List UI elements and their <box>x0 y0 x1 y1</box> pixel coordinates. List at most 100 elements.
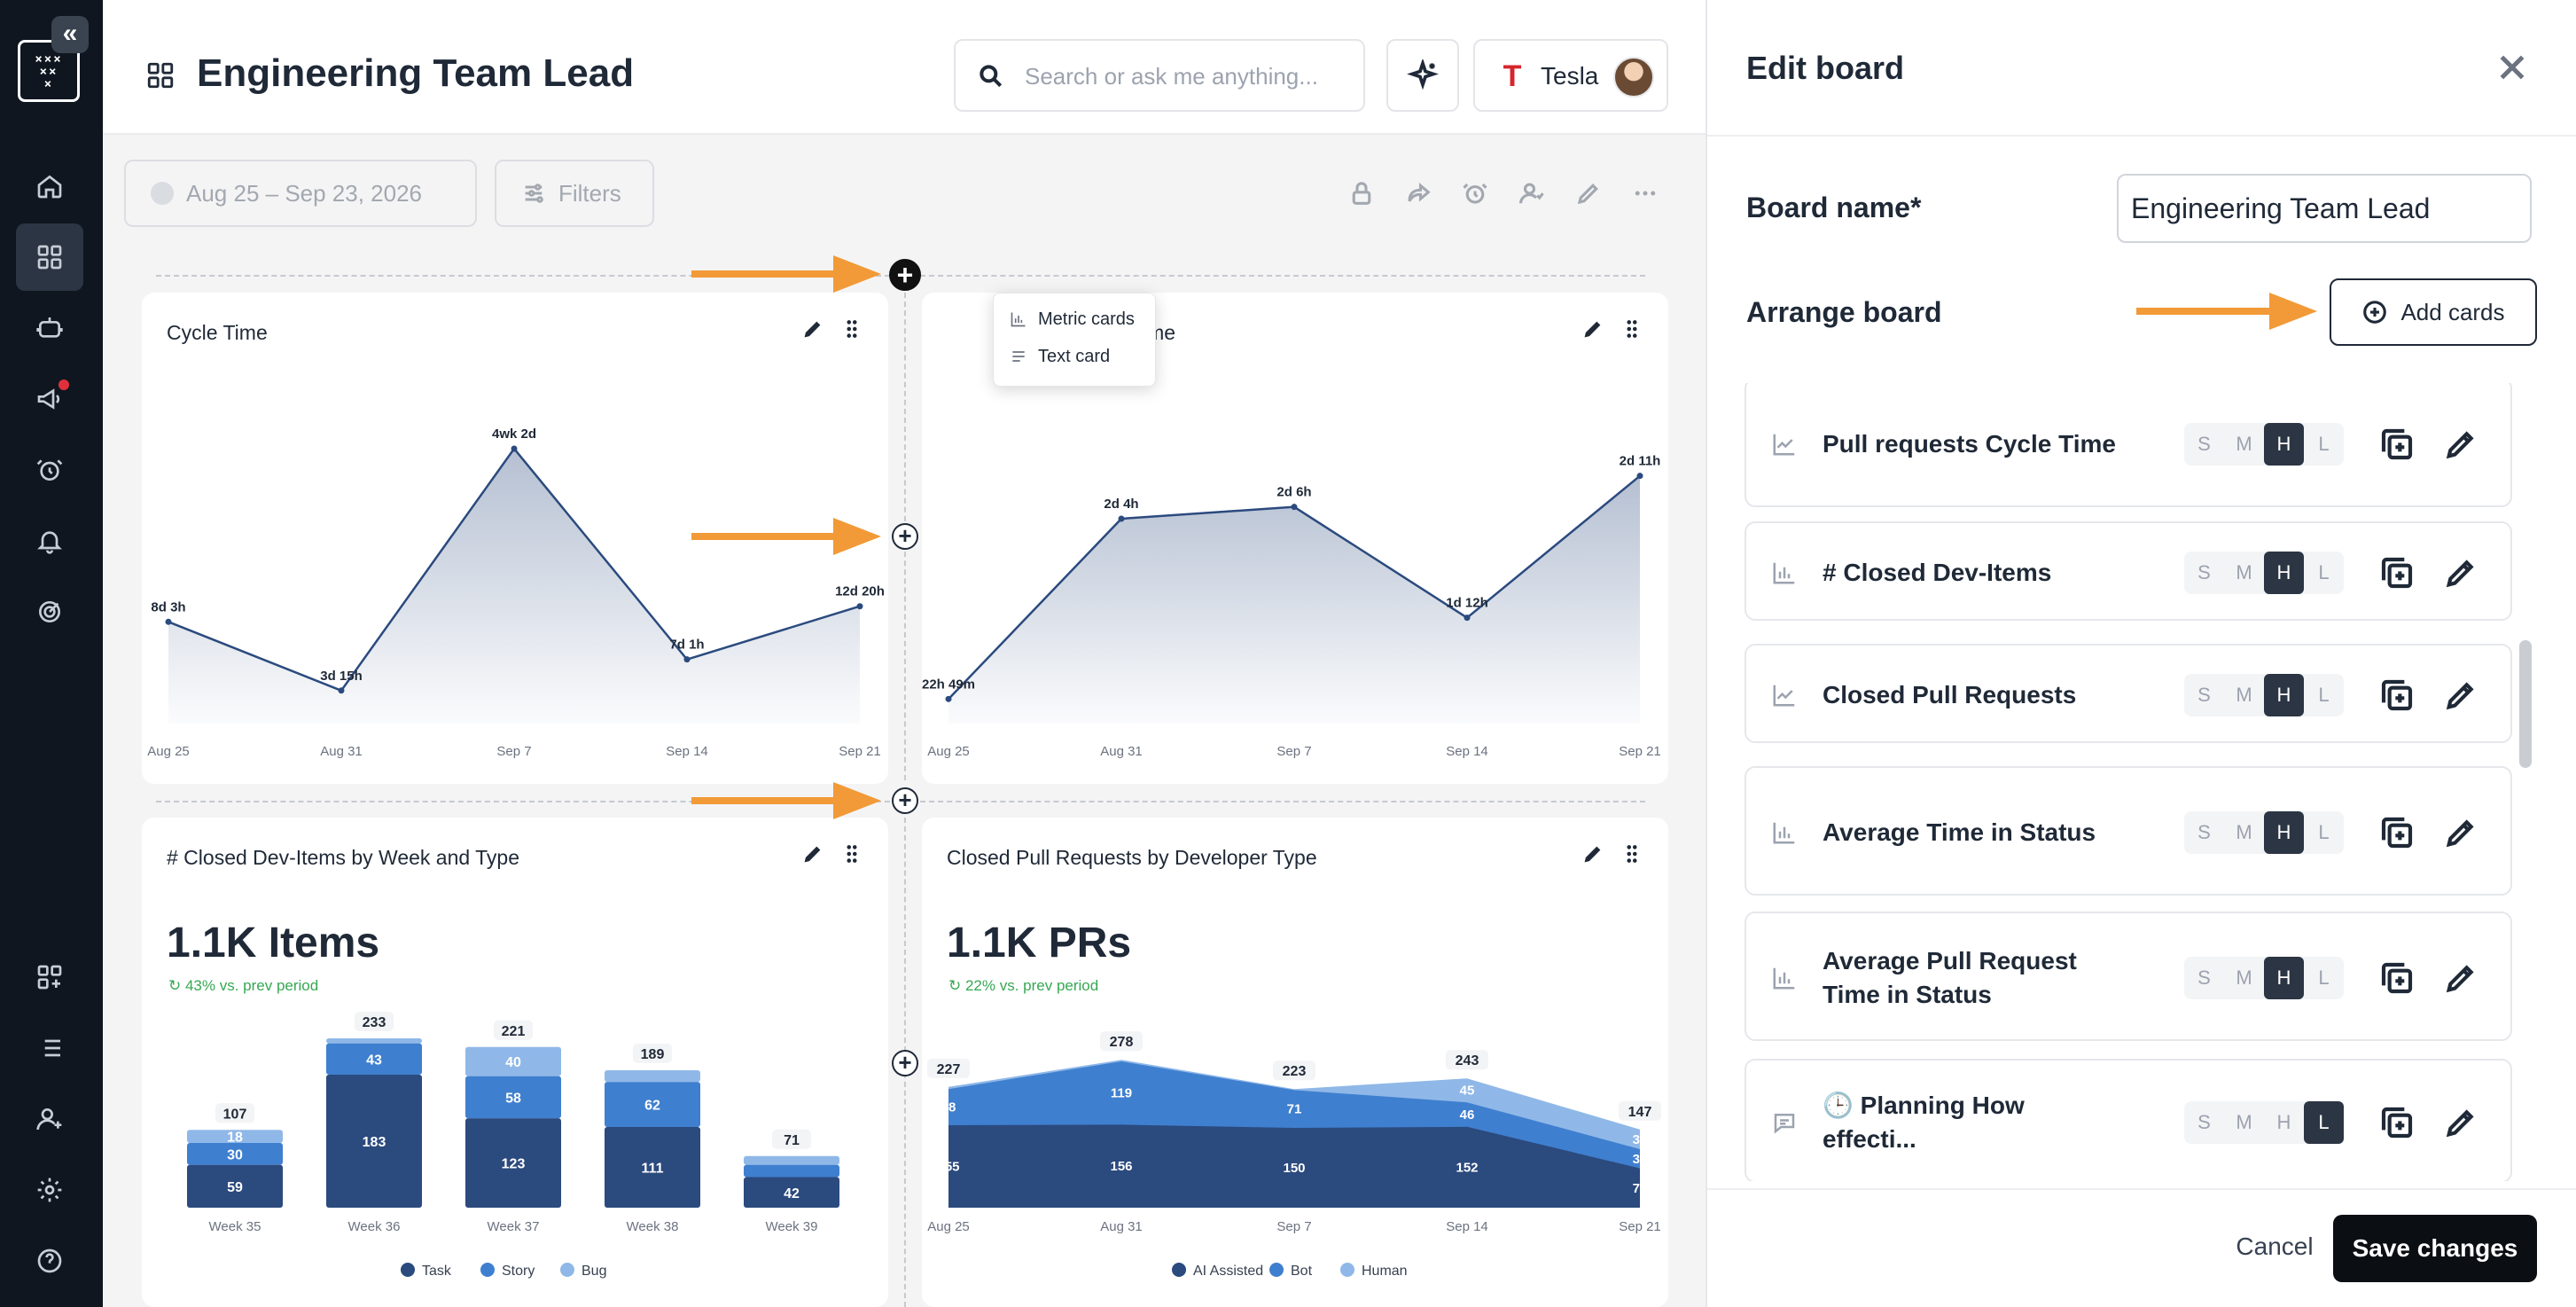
add-widget-icon[interactable] <box>16 943 83 1011</box>
arrange-card-item[interactable]: 🕒 Planning How effecti... S M H L <box>1745 1059 2512 1181</box>
drag-handle-icon[interactable] <box>1620 317 1643 340</box>
announcements-icon[interactable] <box>16 365 83 433</box>
menu-item-metric-cards[interactable]: Metric cards <box>1010 306 1135 333</box>
duplicate-card-icon[interactable] <box>2379 960 2415 996</box>
size-option-h[interactable]: H <box>2276 1111 2291 1133</box>
search-box[interactable] <box>954 39 1365 112</box>
legend-swatch <box>1340 1263 1354 1277</box>
user-access-icon[interactable] <box>1516 177 1548 209</box>
duplicate-card-icon[interactable] <box>2379 815 2415 850</box>
size-option-l[interactable]: L <box>2318 684 2330 706</box>
arrange-card-item[interactable]: Closed Pull Requests S M H L <box>1745 644 2512 743</box>
arrange-card-item[interactable]: Average Time in Status S M H L <box>1745 766 2512 896</box>
settings-icon[interactable] <box>16 1156 83 1224</box>
size-option-h[interactable]: H <box>2264 811 2304 854</box>
boards-icon[interactable] <box>16 223 83 291</box>
bar-segment <box>605 1070 700 1083</box>
size-option-s[interactable]: S <box>2197 684 2211 706</box>
avatar[interactable] <box>1613 57 1654 98</box>
edit-card-pencil-icon[interactable] <box>2443 677 2478 713</box>
date-range-button[interactable]: Aug 25 – Sep 23, 2026 <box>124 160 477 227</box>
add-card-bottom-button[interactable]: + <box>892 1050 918 1076</box>
size-option-h[interactable]: H <box>2264 957 2304 999</box>
arrange-card-item[interactable]: Average Pull Request Time in Status S M H L <box>1745 912 2512 1041</box>
app-logo[interactable]: ××× ×× × <box>18 40 80 102</box>
size-option-h[interactable]: H <box>2264 552 2304 594</box>
size-option-m[interactable]: M <box>2236 684 2252 706</box>
alarm-clock-icon[interactable] <box>1459 177 1491 209</box>
size-option-l[interactable]: L <box>2318 967 2330 989</box>
arrange-card-item[interactable]: Pull requests Cycle Time S M H L <box>1745 383 2512 507</box>
more-icon[interactable] <box>1629 177 1661 209</box>
lock-icon[interactable] <box>1346 177 1378 209</box>
drag-handle-icon[interactable] <box>840 842 863 865</box>
size-option-m[interactable]: M <box>2236 821 2252 843</box>
card-closed-prs[interactable]: Closed Pull Requests by Developer Type 1… <box>922 818 1668 1307</box>
pencil-icon[interactable] <box>1573 177 1604 209</box>
add-user-icon[interactable] <box>16 1085 83 1153</box>
save-changes-button[interactable]: Save changes <box>2333 1215 2537 1282</box>
help-icon[interactable] <box>16 1227 83 1295</box>
edit-card-pencil-icon[interactable] <box>2443 555 2478 591</box>
duplicate-card-icon[interactable] <box>2379 555 2415 591</box>
edit-card-pencil-icon[interactable] <box>2443 815 2478 850</box>
add-cards-button[interactable]: Add cards <box>2330 278 2537 346</box>
edit-card-pencil-icon[interactable] <box>2443 427 2478 462</box>
add-row-middle-button[interactable]: + <box>892 787 918 814</box>
edit-card-icon[interactable] <box>801 317 824 340</box>
edit-card-pencil-icon[interactable] <box>2443 960 2478 996</box>
size-option-s[interactable]: S <box>2197 967 2211 989</box>
share-icon[interactable] <box>1402 177 1434 209</box>
cancel-button[interactable]: Cancel <box>2204 1213 2346 1280</box>
size-option-l[interactable]: L <box>2318 821 2330 843</box>
alarm-icon[interactable] <box>16 436 83 504</box>
size-option-h[interactable]: H <box>2264 674 2304 716</box>
size-option-m[interactable]: M <box>2236 561 2252 583</box>
search-input[interactable] <box>1025 57 1344 96</box>
size-option-l[interactable]: L <box>2304 1101 2344 1144</box>
arrange-card-item[interactable]: # Closed Dev-Items S M H L <box>1745 521 2512 621</box>
size-option-m[interactable]: M <box>2236 967 2252 989</box>
edit-card-icon[interactable] <box>1581 317 1604 340</box>
bar-value-label: 40 <box>505 1055 521 1070</box>
ai-assistant-button[interactable] <box>1386 39 1459 112</box>
collapse-rail-button[interactable]: « <box>51 16 89 53</box>
size-option-s[interactable]: S <box>2197 821 2211 843</box>
size-option-l[interactable]: L <box>2318 561 2330 583</box>
duplicate-card-icon[interactable] <box>2379 427 2415 462</box>
goals-icon[interactable] <box>16 578 83 646</box>
bar-chart-icon <box>1771 560 1798 586</box>
list-icon[interactable] <box>16 1014 83 1082</box>
size-option-m[interactable]: M <box>2236 433 2252 455</box>
card-item-label: 🕒 Planning How effecti... <box>1823 1092 2025 1153</box>
org-switcher[interactable]: T Tesla <box>1473 39 1668 112</box>
board-name-input[interactable] <box>2117 174 2532 243</box>
add-row-top-button[interactable]: + <box>889 259 921 291</box>
bar-value-label: 62 <box>644 1099 660 1114</box>
add-card-between-button[interactable]: + <box>892 523 918 550</box>
menu-item-text-card[interactable]: Text card <box>1010 343 1110 370</box>
total-label: 189 <box>641 1047 665 1062</box>
size-option-s[interactable]: S <box>2197 561 2211 583</box>
edit-card-icon[interactable] <box>801 842 824 865</box>
duplicate-card-icon[interactable] <box>2379 1105 2415 1140</box>
bell-icon[interactable] <box>16 507 83 575</box>
size-option-h[interactable]: H <box>2264 423 2304 466</box>
bot-icon[interactable] <box>16 294 83 362</box>
list-scrollbar[interactable] <box>2519 640 2532 768</box>
edit-card-icon[interactable] <box>1581 842 1604 865</box>
duplicate-card-icon[interactable] <box>2379 677 2415 713</box>
card-closed-dev-items[interactable]: # Closed Dev-Items by Week and Type 1.1K… <box>142 818 888 1307</box>
size-option-l[interactable]: L <box>2318 433 2330 455</box>
close-panel-button[interactable] <box>2494 50 2530 85</box>
size-option-s[interactable]: S <box>2197 1111 2211 1133</box>
home-icon[interactable] <box>16 153 83 220</box>
drag-handle-icon[interactable] <box>840 317 863 340</box>
x-tick-label: Week 36 <box>348 1219 401 1234</box>
edit-card-pencil-icon[interactable] <box>2443 1105 2478 1140</box>
size-option-s[interactable]: S <box>2197 433 2211 455</box>
filters-button[interactable]: Filters <box>495 160 654 227</box>
drag-handle-icon[interactable] <box>1620 842 1643 865</box>
size-option-m[interactable]: M <box>2236 1111 2252 1133</box>
